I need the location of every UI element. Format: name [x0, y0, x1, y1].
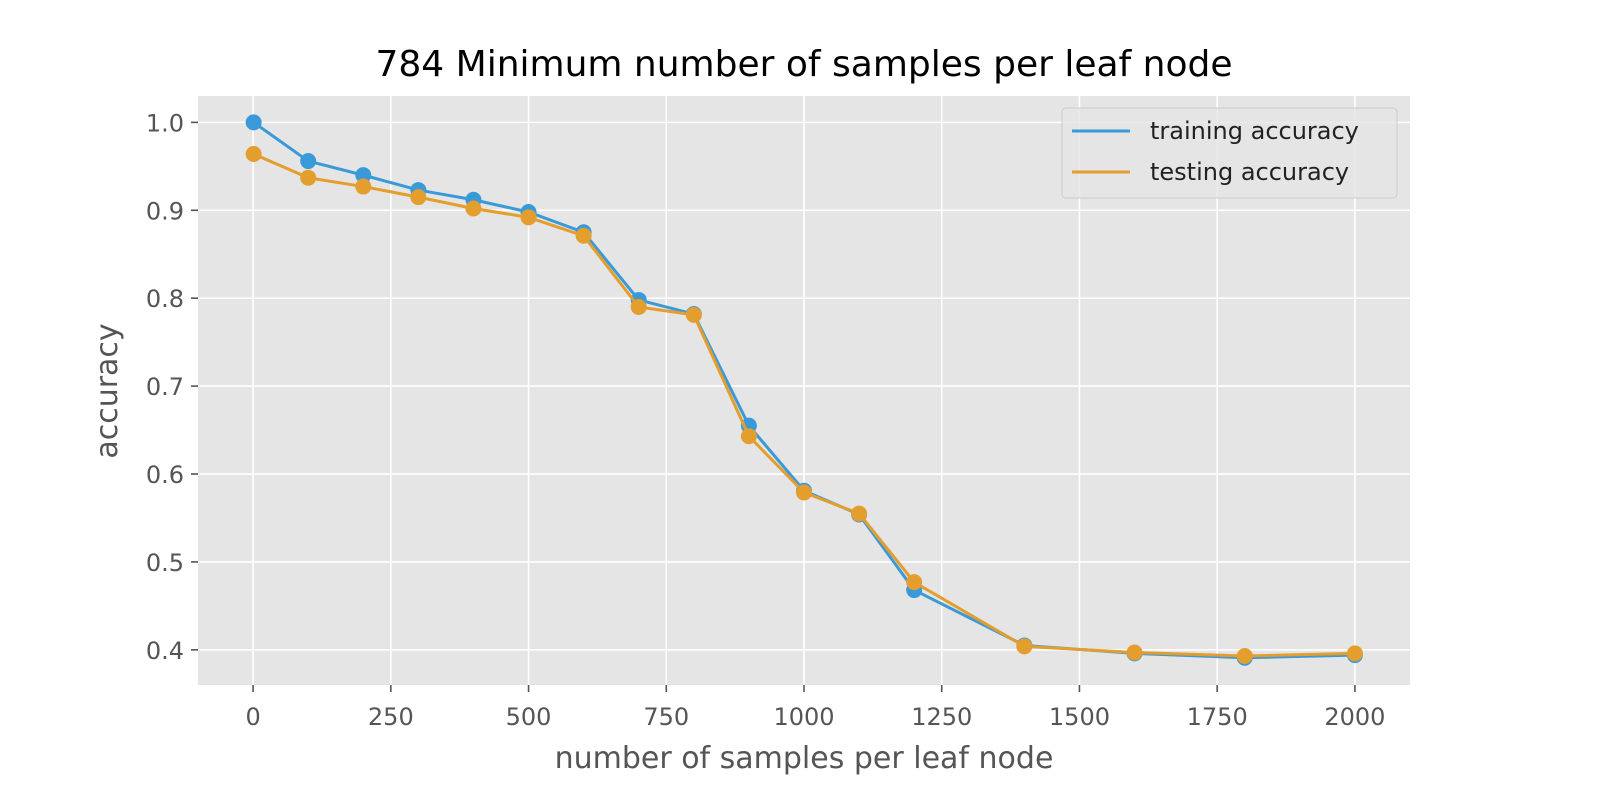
data-point-testing	[1016, 638, 1033, 655]
series-group	[245, 114, 1363, 666]
chart-title: 784 Minimum number of samples per leaf n…	[375, 44, 1232, 85]
data-point-testing	[1236, 647, 1253, 664]
grid	[198, 96, 1410, 685]
y-axis-ticks: 0.4 0.5 0.6 0.7 0.8 0.9 1.0	[146, 109, 198, 665]
y-tick-label: 0.5	[146, 549, 184, 577]
x-tick-label: 1500	[1049, 703, 1110, 731]
x-axis-label: number of samples per leaf node	[555, 741, 1054, 776]
x-axis-ticks: 0 250 500 750 1000 1250 1500 1750 2000	[245, 685, 1385, 731]
data-point-testing	[685, 306, 702, 323]
data-point-testing	[906, 574, 923, 591]
data-point-training	[355, 167, 372, 184]
y-tick-label: 0.8	[146, 285, 184, 313]
y-tick-label: 0.7	[146, 373, 184, 401]
x-tick-label: 0	[245, 703, 260, 731]
data-point-testing	[575, 227, 592, 244]
data-point-testing	[520, 209, 537, 226]
data-point-testing	[630, 298, 647, 315]
x-tick-label: 500	[506, 703, 552, 731]
legend: training accuracy testing accuracy	[1061, 107, 1398, 199]
y-tick-label: 1.0	[146, 109, 184, 137]
data-point-testing	[1346, 645, 1363, 662]
legend-label-training: training accuracy	[1150, 117, 1359, 145]
series-testing	[245, 146, 1363, 664]
data-point-testing	[796, 484, 812, 501]
x-tick-label: 1750	[1187, 703, 1248, 731]
y-tick-label: 0.4	[146, 637, 184, 665]
data-point-testing	[355, 178, 372, 195]
legend-box	[1061, 107, 1398, 199]
y-tick-label: 0.9	[146, 197, 184, 225]
data-point-testing	[851, 505, 868, 522]
y-tick-label: 0.6	[146, 461, 184, 489]
legend-label-testing: testing accuracy	[1150, 158, 1349, 186]
data-point-testing	[410, 189, 427, 206]
x-tick-label: 750	[643, 703, 689, 731]
data-point-testing	[1126, 644, 1143, 661]
y-axis-label: accuracy	[90, 323, 125, 458]
data-point-testing	[300, 169, 317, 186]
data-point-training	[300, 153, 317, 170]
data-point-testing	[245, 146, 262, 163]
data-point-testing	[740, 428, 757, 445]
data-point-training	[245, 114, 262, 131]
x-tick-label: 250	[368, 703, 414, 731]
x-tick-label: 1000	[773, 703, 834, 731]
data-point-testing	[465, 200, 482, 217]
x-tick-label: 2000	[1324, 703, 1385, 731]
x-tick-label: 1250	[911, 703, 972, 731]
